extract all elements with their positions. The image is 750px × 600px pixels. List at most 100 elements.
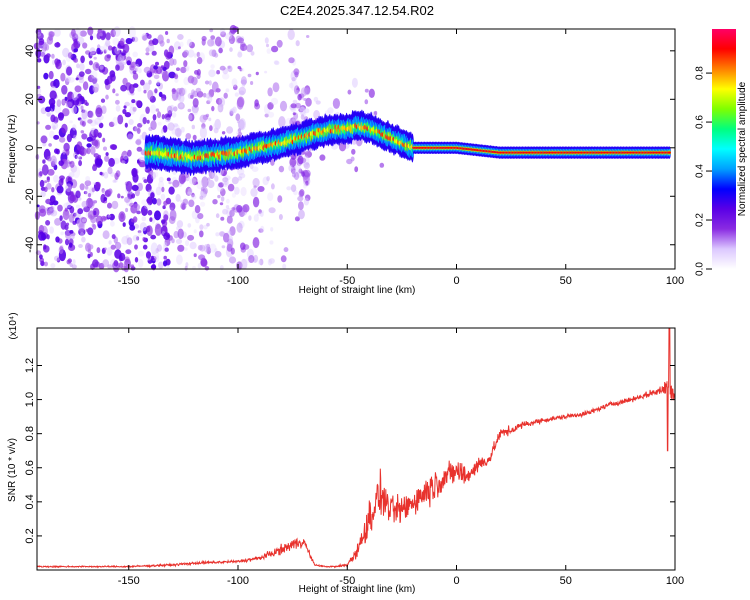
spectrogram-noise-point <box>143 179 148 184</box>
spectrogram-noise-point <box>258 228 264 233</box>
spectrogram-noise-point <box>290 79 298 91</box>
spectrogram-noise-point <box>56 41 60 47</box>
spectrogram-noise-point <box>287 29 295 41</box>
spectrogram-noise-point <box>296 218 300 221</box>
spectrogram-noise-point <box>183 60 188 68</box>
spectrogram-noise-point <box>131 99 136 104</box>
spectrogram-noise-point <box>166 105 173 115</box>
spectrogram-noise-point <box>248 255 255 263</box>
spectrogram-noise-point <box>50 263 56 269</box>
spectrogram-noise-point <box>134 189 140 197</box>
spectrogram-noise-point <box>65 76 71 82</box>
spectrogram-noise-point <box>235 113 241 121</box>
snr-y-tick-label: 0.2 <box>24 528 36 543</box>
spectrogram-noise-point <box>266 176 270 182</box>
spectrogram-noise-point <box>156 82 161 87</box>
spectrogram-noise-point <box>242 204 250 213</box>
spectrogram-x-tick-label: 50 <box>560 275 572 287</box>
spectrogram-noise-point <box>176 67 180 71</box>
spectrogram-noise-point <box>141 205 148 216</box>
spectrogram-noise-point <box>37 88 42 94</box>
spectrogram-noise-point <box>39 179 45 188</box>
spectrogram-noise-point <box>180 66 187 74</box>
spectrogram-noise-point <box>150 234 157 240</box>
spectrogram-noise-point <box>54 218 62 226</box>
spectrogram-noise-point <box>54 148 59 154</box>
spectrogram-noise-point <box>186 191 192 196</box>
spectrogram-noise-point <box>42 159 46 164</box>
spectrogram-noise-point <box>67 91 73 101</box>
spectrogram-noise-point <box>288 82 294 89</box>
spectrogram-noise-point <box>105 39 111 47</box>
spectrogram-noise-point <box>45 106 51 113</box>
spectrogram-noise-point <box>154 223 162 236</box>
spectrogram-noise-point <box>152 38 159 46</box>
spectrogram-noise-point <box>158 176 164 183</box>
spectrogram-noise-point <box>92 32 97 39</box>
spectrogram-noise-point <box>82 42 88 49</box>
spectrogram-noise-point <box>229 110 234 117</box>
spectrogram-noise-point <box>90 146 96 155</box>
spectrogram-noise-point <box>196 69 201 76</box>
spectrogram-noise-point <box>73 105 79 114</box>
spectrogram-noise-point <box>270 227 274 232</box>
spectrogram-noise-point <box>72 124 77 131</box>
spectrogram-noise-point <box>298 108 304 113</box>
spectrogram-noise-point <box>137 182 144 192</box>
spectrogram-noise-point <box>66 133 72 143</box>
spectrogram-noise-point <box>124 112 132 118</box>
spectrogram-noise-point <box>146 225 151 233</box>
spectrogram-noise-point <box>35 48 42 59</box>
spectrogram-noise-point <box>73 57 78 63</box>
spectrogram-noise-point <box>114 249 122 259</box>
spectrogram-noise-point <box>58 136 66 143</box>
spectrogram-noise-point <box>149 170 154 175</box>
spectrogram-noise-point <box>305 180 309 186</box>
spectrogram-noise-point <box>115 99 120 105</box>
spectrogram-noise-point <box>97 28 103 35</box>
spectrogram-noise-point <box>46 36 54 45</box>
spectrogram-noise-point <box>78 244 83 248</box>
spectrogram-noise-point <box>54 58 60 66</box>
spectrogram-noise-point <box>115 93 119 97</box>
spectrogram-noise-point <box>75 155 81 160</box>
spectrogram-noise-point <box>207 95 213 103</box>
spectrogram-noise-point <box>185 66 190 72</box>
spectrogram-noise-point <box>179 103 184 108</box>
spectrogram-noise-point <box>306 35 310 38</box>
spectrogram-noise-point <box>199 224 204 230</box>
spectrogram-noise-point <box>189 241 197 250</box>
spectrogram-noise-point <box>176 226 180 231</box>
spectrogram-noise-point <box>184 265 188 271</box>
snr-x-tick-label: 100 <box>666 575 684 587</box>
spectrogram-noise-point <box>214 52 219 58</box>
spectrogram-noise-point <box>163 232 171 241</box>
spectrogram-noise-point <box>103 216 108 221</box>
spectrogram-noise-point <box>110 244 116 250</box>
spectrogram-noise-point <box>77 208 84 215</box>
spectrogram-noise-point <box>101 188 105 193</box>
spectrogram-noise-point <box>72 97 80 106</box>
spectrogram-noise-point <box>259 258 264 266</box>
spectrogram-noise-point <box>240 68 245 72</box>
spectrogram-noise-point <box>146 119 150 124</box>
spectrogram-noise-point <box>283 247 289 253</box>
spectrogram-noise-point <box>217 102 224 113</box>
spectrogram-noise-point <box>220 188 226 197</box>
spectrogram-noise-point <box>262 176 269 186</box>
spectrogram-noise-point <box>125 38 133 45</box>
spectrogram-noise-point <box>96 47 101 55</box>
spectrogram-noise-point <box>85 176 91 182</box>
spectrogram-noise-point <box>304 150 312 158</box>
spectrogram-noise-point <box>183 49 190 57</box>
spectrogram-noise-point <box>95 107 103 118</box>
spectrogram-noise-point <box>221 245 226 249</box>
spectrogram-noise-point <box>140 149 146 156</box>
spectrogram-noise-point <box>94 117 102 125</box>
spectrogram-noise-point <box>78 95 85 102</box>
spectrogram-noise-point <box>174 74 179 80</box>
spectrogram-noise-point <box>81 200 88 208</box>
spectrogram-noise-point <box>36 85 41 90</box>
spectrogram-noise-point <box>107 166 113 175</box>
spectrogram-noise-point <box>40 51 46 57</box>
